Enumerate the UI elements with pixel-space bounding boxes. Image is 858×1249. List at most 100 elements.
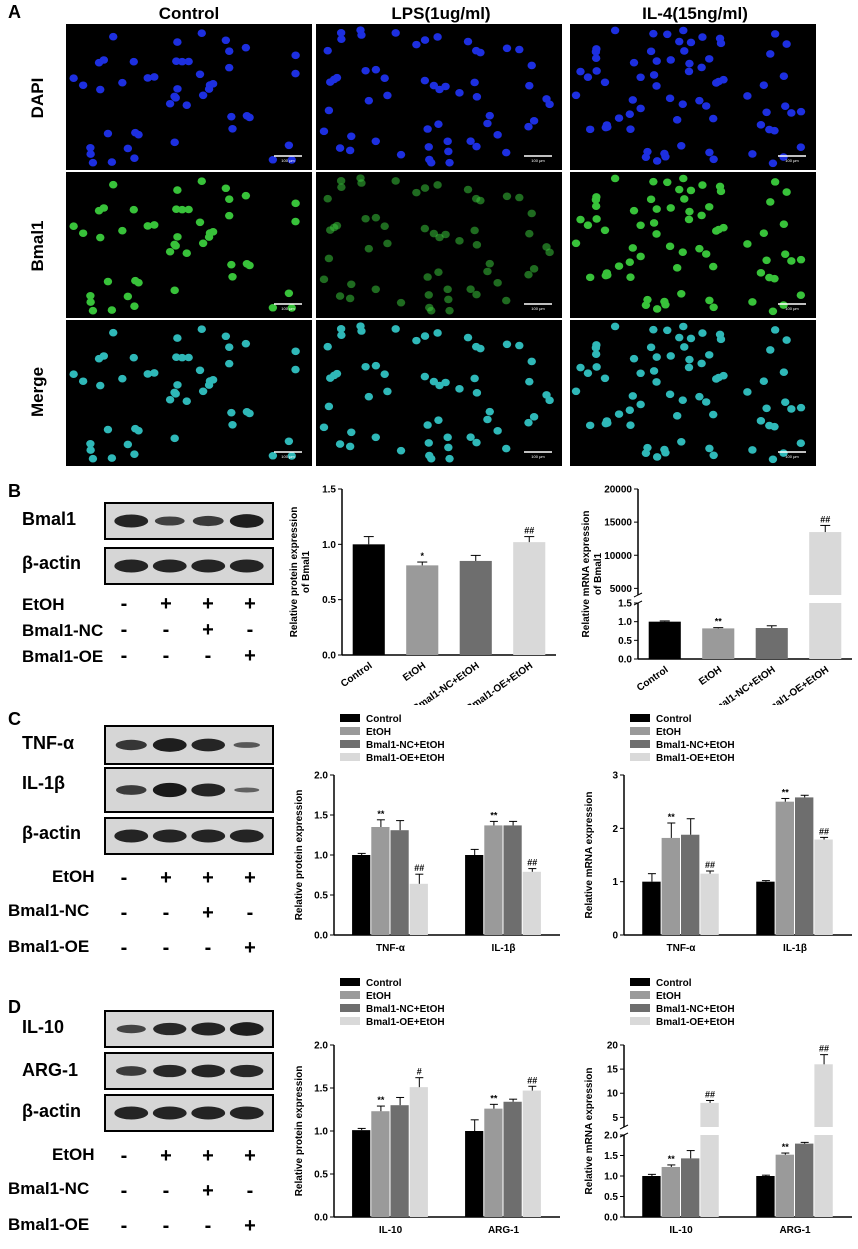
cell-nucleus bbox=[709, 410, 718, 419]
y-axis-title: Relative mRNA expressionof Bmal1 bbox=[581, 511, 604, 638]
scale-bar-label: 100 μm bbox=[531, 454, 545, 459]
cell-nucleus bbox=[779, 449, 788, 457]
treatment-sign: + bbox=[160, 867, 172, 889]
cell-nucleus bbox=[371, 361, 381, 370]
blot-band bbox=[229, 1106, 264, 1120]
cell-nucleus bbox=[173, 334, 182, 342]
bar-lower-part bbox=[809, 603, 842, 659]
cell-nucleus bbox=[663, 326, 672, 335]
legend-swatch bbox=[630, 753, 650, 761]
legend-label: Bmal1-OE+EtOH bbox=[366, 1017, 445, 1028]
cell-nucleus bbox=[646, 47, 656, 56]
panel-d-letter: D bbox=[8, 997, 21, 1017]
bar bbox=[459, 560, 492, 655]
cell-nucleus bbox=[131, 424, 140, 433]
cell-nucleus bbox=[391, 29, 400, 37]
cell-nucleus bbox=[371, 213, 381, 222]
x-tick-label: IL-1β bbox=[492, 943, 516, 954]
cell-nucleus bbox=[680, 195, 689, 203]
cell-nucleus bbox=[86, 439, 95, 448]
cell-nucleus bbox=[208, 376, 218, 384]
treatment-sign: - bbox=[162, 1180, 170, 1202]
cell-nucleus bbox=[677, 141, 686, 150]
cell-nucleus bbox=[361, 214, 370, 223]
panel-d: D IL-10 ARG-1 β-actin EtOH Bmal1-NC Bmal… bbox=[0, 969, 858, 1249]
cell-nucleus bbox=[99, 56, 109, 64]
cell-nucleus bbox=[796, 255, 806, 264]
cell-nucleus bbox=[242, 407, 252, 416]
cell-nucleus bbox=[324, 402, 334, 411]
bar-lower-part bbox=[700, 1135, 719, 1217]
cell-nucleus bbox=[345, 442, 355, 451]
cell-nucleus bbox=[424, 439, 433, 447]
blot-band bbox=[191, 783, 226, 797]
y-tick-label: 0.0 bbox=[322, 651, 336, 662]
cell-nucleus bbox=[396, 298, 406, 307]
cell-nucleus bbox=[287, 452, 296, 460]
bar bbox=[513, 542, 546, 655]
chart-b-mrna: 0.0 0.5 1.0 1.5 5000 10000 15000 20000 Control **… bbox=[581, 485, 852, 705]
bar bbox=[465, 855, 484, 935]
microscopy-grid: 100 μm 100 μm 100 μm 100 μm 100 μm 100 μm 100 … bbox=[66, 24, 816, 466]
treatment-label-etoh-c: EtOH bbox=[52, 867, 95, 886]
treatment-label-bmal1-nc-c: Bmal1-NC bbox=[8, 901, 90, 920]
cell-nucleus bbox=[225, 195, 234, 203]
cell-nucleus bbox=[779, 72, 789, 80]
blot-il-1beta bbox=[104, 767, 274, 813]
cell-nucleus bbox=[649, 177, 658, 186]
cell-nucleus bbox=[483, 119, 492, 128]
legend-label: Bmal1-OE+EtOH bbox=[656, 753, 735, 764]
cell-nucleus bbox=[652, 230, 661, 238]
significance-mark: ## bbox=[414, 863, 424, 873]
y-tick-label: 1.5 bbox=[314, 811, 328, 822]
cell-nucleus bbox=[123, 144, 133, 153]
cell-nucleus bbox=[347, 428, 356, 437]
bar bbox=[484, 825, 503, 935]
column-header-il4: IL-4(15ng/ml) bbox=[642, 4, 748, 23]
blot-label-il-1beta: IL-1β bbox=[22, 773, 65, 793]
y-tick-label: 1.5 bbox=[314, 1084, 328, 1095]
cell-nucleus bbox=[198, 91, 208, 100]
cell-nucleus bbox=[762, 256, 771, 265]
bar bbox=[795, 797, 814, 935]
treatment-sign: + bbox=[202, 593, 214, 615]
treatment-sign: + bbox=[160, 1145, 172, 1167]
cell-nucleus bbox=[629, 206, 639, 215]
legend-label: EtOH bbox=[366, 991, 391, 1002]
x-tick-label: ARG-1 bbox=[488, 1225, 520, 1236]
cell-nucleus bbox=[335, 292, 345, 300]
cell-nucleus bbox=[86, 143, 95, 152]
cell-nucleus bbox=[429, 229, 439, 238]
cell-nucleus bbox=[493, 131, 502, 139]
cell-nucleus bbox=[336, 29, 346, 37]
cell-nucleus bbox=[443, 285, 452, 294]
cell-nucleus bbox=[524, 122, 533, 131]
cell-nucleus bbox=[287, 156, 296, 164]
x-tick-label: IL-10 bbox=[379, 1225, 403, 1236]
bar bbox=[390, 830, 409, 935]
cell-nucleus bbox=[287, 304, 296, 312]
cell-nucleus bbox=[705, 55, 714, 63]
cell-nucleus bbox=[326, 374, 335, 382]
cell-nucleus bbox=[743, 388, 752, 396]
cell-nucleus bbox=[649, 219, 659, 227]
cell-nucleus bbox=[652, 353, 661, 361]
micrograph-merge-control: 100 μm bbox=[66, 320, 312, 466]
bar bbox=[465, 1131, 484, 1217]
micrograph-background bbox=[66, 24, 312, 170]
cell-nucleus bbox=[705, 351, 714, 359]
chart-d-protein: Control EtOH Bmal1-NC+EtOH Bmal1-OE+EtOH 0.0… bbox=[294, 978, 560, 1236]
cell-nucleus bbox=[284, 289, 294, 298]
cell-nucleus bbox=[759, 229, 769, 238]
panel-b: B Bmal1 β-actin EtOH Bmal1-NC Bmal1-OE -… bbox=[0, 475, 858, 710]
cell-nucleus bbox=[472, 142, 481, 151]
treatment-sign: - bbox=[120, 619, 128, 641]
cell-nucleus bbox=[225, 63, 234, 72]
cell-nucleus bbox=[107, 158, 117, 166]
cell-nucleus bbox=[705, 444, 714, 453]
cell-nucleus bbox=[524, 270, 533, 279]
cell-nucleus bbox=[182, 249, 191, 257]
cell-nucleus bbox=[173, 38, 182, 46]
cell-nucleus bbox=[666, 204, 675, 212]
cell-nucleus bbox=[686, 38, 696, 47]
